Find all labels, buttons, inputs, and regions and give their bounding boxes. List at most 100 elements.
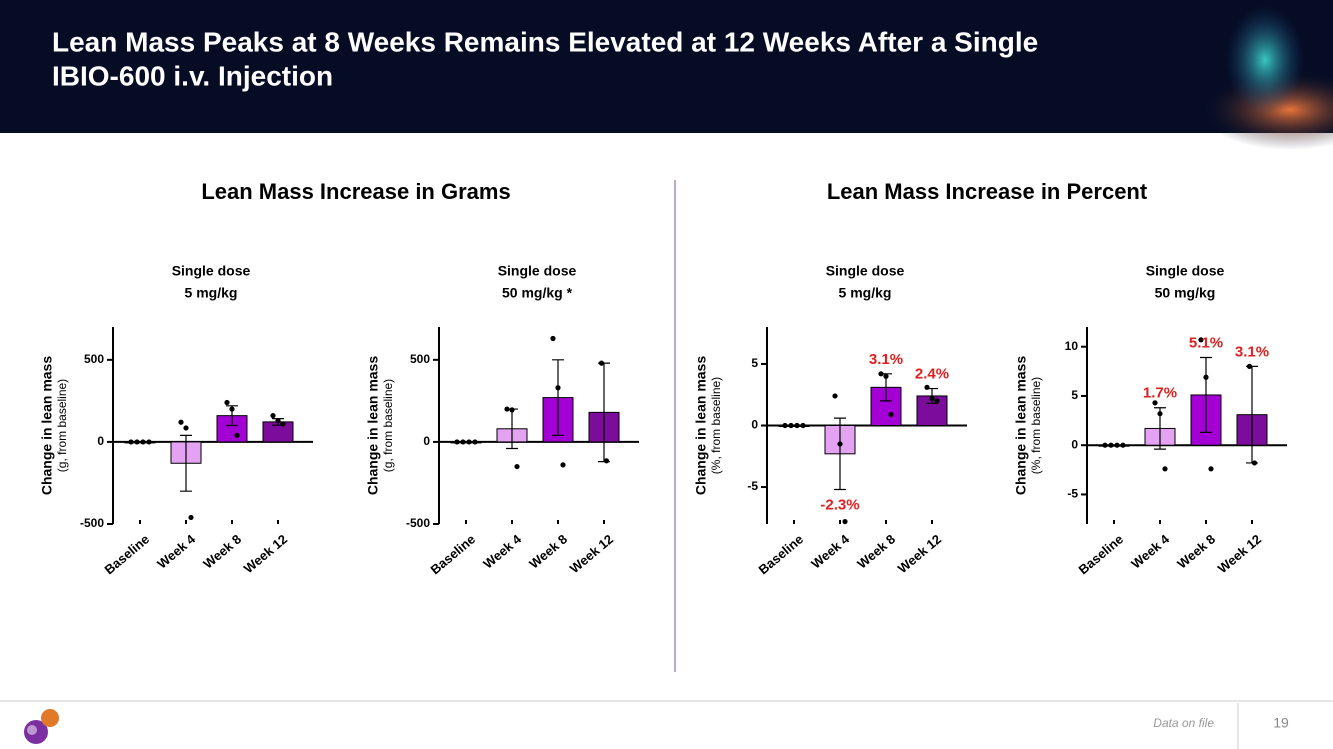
slide-title: IBIO-600 i.v. Injection (52, 60, 333, 91)
y-tick-label: 500 (410, 352, 430, 366)
data-point (183, 425, 189, 431)
data-point (280, 421, 286, 427)
x-tick-label: Week 12 (1215, 531, 1264, 576)
data-point (929, 395, 935, 402)
data-point (146, 439, 152, 445)
y-tick-label: 5 (751, 356, 758, 370)
y-tick-label: -5 (747, 479, 758, 493)
data-point (1246, 363, 1253, 369)
bar (124, 441, 156, 444)
x-tick-label: Week 8 (526, 531, 570, 571)
x-tick-label: Week 8 (200, 531, 244, 571)
bar (778, 425, 810, 427)
data-point (460, 439, 466, 445)
data-point (1108, 442, 1114, 448)
data-point (794, 422, 800, 429)
chart-title: Single dose (172, 263, 251, 279)
data-point (234, 432, 240, 438)
data-point (1152, 400, 1158, 406)
data-point (800, 422, 806, 429)
error-bar (1200, 356, 1212, 433)
data-point (842, 518, 848, 525)
x-tick-label: Baseline (1076, 531, 1127, 577)
x-tick-label: Baseline (102, 531, 153, 577)
footnote: Data on file (1153, 716, 1214, 730)
data-point (555, 385, 561, 391)
data-point (1203, 374, 1209, 380)
data-point (888, 411, 894, 418)
data-point (1157, 411, 1163, 417)
data-point (598, 360, 605, 366)
y-axis-label: Change in lean mass (365, 356, 381, 495)
chart-title: Single dose (826, 263, 905, 279)
y-tick-label: -5 (1067, 487, 1078, 501)
chart-subtitle: 5 mg/kg (839, 285, 892, 301)
error-bar (552, 359, 564, 436)
section-title: Lean Mass Increase in Percent (827, 179, 1148, 204)
y-axis-unit: (g, from baseline) (381, 379, 395, 472)
data-point (178, 419, 184, 425)
data-point (788, 422, 794, 429)
data-point (1162, 466, 1168, 472)
data-point (466, 439, 472, 445)
data-point (454, 439, 460, 445)
x-tick-label: Week 4 (1128, 531, 1172, 572)
x-tick-label: Week 4 (154, 531, 198, 572)
x-tick-label: Week 8 (1174, 531, 1218, 571)
data-point (128, 439, 134, 445)
error-bar (834, 417, 846, 491)
y-tick-label: 0 (97, 434, 104, 448)
bar (1098, 444, 1130, 447)
data-point (603, 458, 610, 464)
data-point (1208, 466, 1214, 472)
y-tick-label: 500 (84, 352, 104, 366)
data-point (1198, 337, 1204, 343)
data-point (140, 439, 146, 445)
y-tick-label: -500 (80, 516, 104, 530)
data-point (550, 335, 556, 342)
data-point (883, 373, 889, 379)
data-point (229, 406, 235, 412)
data-point (509, 407, 515, 413)
value-label: 1.7% (1143, 385, 1177, 402)
value-label: -2.3% (820, 496, 859, 513)
x-tick-label: Week 4 (808, 531, 852, 572)
data-point (275, 417, 281, 424)
y-tick-label: 0 (423, 434, 430, 448)
error-bar (180, 434, 192, 492)
chart-subtitle: 50 mg/kg (1155, 285, 1216, 301)
chart-subtitle: 5 mg/kg (185, 285, 238, 301)
data-point (270, 413, 276, 419)
page-number: 19 (1273, 715, 1289, 731)
data-point (934, 398, 940, 404)
data-point (837, 441, 843, 447)
x-tick-label: Week 4 (480, 531, 524, 572)
value-label: 5.1% (1189, 335, 1223, 352)
y-axis-unit: (%, from baseline) (709, 377, 723, 474)
data-point (1120, 442, 1126, 448)
y-tick-label: 0 (751, 418, 758, 432)
slide-title: Lean Mass Peaks at 8 Weeks Remains Eleva… (52, 26, 1038, 57)
header-art (1225, 5, 1305, 115)
y-axis-unit: (%, from baseline) (1029, 377, 1043, 474)
data-point (504, 406, 510, 412)
x-tick-label: Week 12 (567, 531, 616, 576)
x-tick-label: Week 8 (854, 531, 898, 571)
y-tick-label: -500 (406, 516, 430, 530)
y-axis-unit: (g, from baseline) (55, 379, 69, 472)
x-tick-label: Baseline (756, 531, 807, 577)
data-point (224, 399, 230, 406)
y-tick-label: 0 (1071, 437, 1078, 451)
y-tick-label: 5 (1071, 388, 1078, 402)
data-point (1114, 442, 1120, 448)
data-point (924, 384, 930, 390)
value-label: 3.1% (1235, 343, 1269, 360)
y-axis-label: Change in lean mass (693, 356, 709, 495)
y-axis-label: Change in lean mass (1013, 356, 1029, 495)
x-tick-label: Week 12 (895, 531, 944, 576)
section-title: Lean Mass Increase in Grams (201, 179, 510, 204)
data-point (188, 514, 194, 521)
x-tick-label: Baseline (428, 531, 479, 577)
data-point (1102, 442, 1108, 448)
